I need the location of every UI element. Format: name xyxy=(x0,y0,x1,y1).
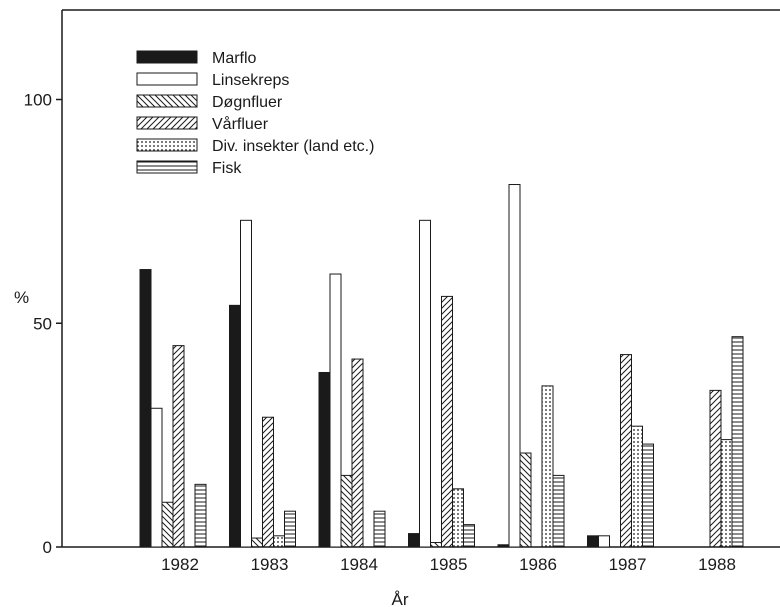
legend-swatch xyxy=(136,50,198,64)
bar-marflo-1984 xyxy=(318,371,331,548)
legend-swatch xyxy=(136,72,198,86)
y-axis-title: % xyxy=(14,288,29,307)
bar-v-rfluer-1988 xyxy=(709,389,722,548)
bar-fisk-1988 xyxy=(731,336,744,548)
bar-d-gnfluer-1982 xyxy=(161,501,174,548)
bar-marflo-1982 xyxy=(139,269,152,548)
bar-linsekreps-1984 xyxy=(329,273,342,548)
bar-fisk-1984 xyxy=(373,510,386,548)
x-tick-label: 1988 xyxy=(698,555,736,574)
bar-d-gnfluer-1983 xyxy=(251,537,263,548)
bar-d-gnfluer-1986 xyxy=(519,452,532,548)
bar-div-insekter-land-etc--1985 xyxy=(452,488,464,548)
legend-label: Fisk xyxy=(212,160,242,177)
legend-swatch xyxy=(136,160,198,174)
bar-fisk-1985 xyxy=(463,524,475,548)
bars xyxy=(139,184,744,548)
x-axis-tick-labels: 1982 1983 1984 1985 1986 1987 1988 xyxy=(161,555,736,574)
legend-swatch xyxy=(136,138,198,152)
legend-label: Div. insekter (land etc.) xyxy=(212,138,374,155)
y-tick-label: 0 xyxy=(43,538,52,557)
x-tick-label: 1986 xyxy=(519,555,557,574)
legend-label: Døgnfluer xyxy=(212,94,283,111)
bar-marflo-1983 xyxy=(229,304,241,548)
bar-div-insekter-land-etc--1986 xyxy=(541,385,554,548)
y-tick-label: 100 xyxy=(24,91,52,110)
bar-marflo-1987 xyxy=(587,535,599,548)
x-tick-label: 1983 xyxy=(251,555,289,574)
bar-linsekreps-1986 xyxy=(508,184,521,548)
bar-div-insekter-land-etc--1987 xyxy=(631,425,643,548)
bar-v-rfluer-1983 xyxy=(262,416,274,548)
bar-v-rfluer-1987 xyxy=(620,354,632,548)
x-tick-label: 1982 xyxy=(161,555,199,574)
legend-label: Linsekreps xyxy=(212,72,289,89)
y-axis-ticks: 0 50 100 xyxy=(24,91,62,557)
bar-marflo-1986 xyxy=(497,544,510,548)
y-tick-label: 50 xyxy=(33,314,52,333)
bar-div-insekter-land-etc--1983 xyxy=(273,535,285,548)
bar-fisk-1986 xyxy=(552,474,565,548)
bar-marflo-1985 xyxy=(408,533,420,548)
bar-d-gnfluer-1984 xyxy=(340,474,353,548)
bar-fisk-1982 xyxy=(194,483,207,548)
x-tick-label: 1985 xyxy=(430,555,468,574)
bar-v-rfluer-1982 xyxy=(172,345,185,548)
bar-d-gnfluer-1985 xyxy=(430,542,442,548)
bar-fisk-1987 xyxy=(642,443,654,548)
legend: Marflo Linsekreps Døgnfluer Vårfluer Div. in… xyxy=(136,50,374,177)
bar-linsekreps-1987 xyxy=(598,535,610,548)
bar-v-rfluer-1985 xyxy=(441,295,453,548)
legend-label: Marflo xyxy=(212,50,257,67)
bar-linsekreps-1983 xyxy=(240,219,252,548)
bar-linsekreps-1985 xyxy=(419,219,431,548)
bar-fisk-1983 xyxy=(284,510,296,548)
x-axis-title: År xyxy=(392,590,409,607)
legend-label: Vårfluer xyxy=(212,115,269,133)
bar-v-rfluer-1984 xyxy=(351,358,364,548)
legend-swatch xyxy=(136,94,198,108)
bar-linsekreps-1982 xyxy=(150,407,163,548)
bar-div-insekter-land-etc--1988 xyxy=(720,439,733,548)
legend-swatch xyxy=(136,116,198,130)
x-tick-label: 1984 xyxy=(340,555,378,574)
x-tick-label: 1987 xyxy=(609,555,647,574)
